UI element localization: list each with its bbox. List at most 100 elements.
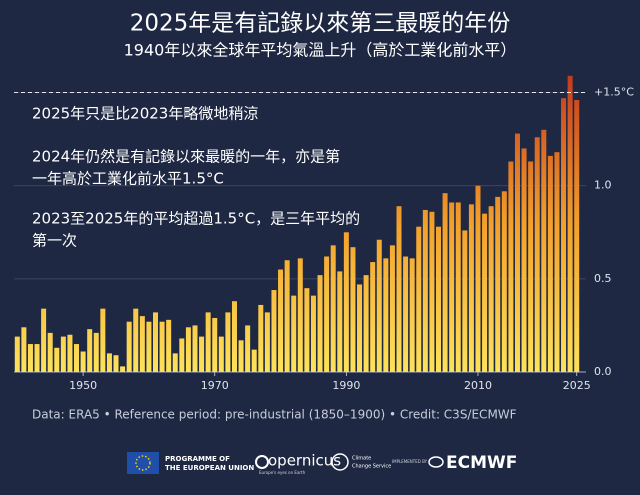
eu-stars	[135, 455, 151, 471]
bar	[376, 239, 382, 372]
y-tick-label: 0.0	[594, 365, 612, 378]
bar	[337, 271, 343, 372]
bar	[488, 206, 494, 372]
bar	[482, 213, 488, 372]
x-tick-label: 2025	[563, 379, 591, 392]
ecmwf-text: ECMWF	[446, 453, 517, 473]
bar	[126, 321, 132, 372]
bar	[231, 301, 237, 372]
annotation: 第一次	[32, 232, 77, 250]
bar	[389, 245, 395, 372]
bar	[225, 312, 231, 372]
bar	[258, 304, 264, 372]
bar	[60, 336, 66, 372]
implemented-text: IMPLEMENTED BY	[392, 459, 428, 464]
bar	[475, 185, 481, 372]
bar	[264, 312, 270, 372]
bar	[192, 325, 198, 372]
bar	[93, 332, 99, 372]
eu-flag	[127, 452, 159, 474]
bar	[330, 245, 336, 372]
bar	[179, 338, 185, 372]
bar	[541, 129, 547, 372]
source: Data: ERA5 • Reference period: pre-indus…	[32, 408, 517, 422]
bar	[554, 152, 560, 372]
bar	[324, 256, 330, 372]
bar	[27, 344, 33, 372]
copernicus-tagline: Europe's eyes on Earth	[259, 470, 306, 475]
c3s-logo	[331, 453, 349, 471]
bar	[561, 98, 567, 372]
annotation: 2024年仍然是有記錄以來最暖的一年，亦是第	[32, 148, 340, 166]
bar	[284, 260, 290, 372]
bar	[34, 344, 40, 372]
annotation: 2025年只是比2023年略微地稍涼	[32, 105, 258, 123]
bar	[317, 275, 323, 372]
bar	[357, 284, 363, 372]
bar	[297, 258, 303, 372]
bar	[251, 349, 257, 372]
bar	[14, 336, 20, 372]
bar	[74, 344, 80, 372]
bar	[508, 161, 514, 372]
bar	[146, 321, 152, 372]
bar	[449, 202, 455, 372]
bar	[54, 347, 60, 372]
bar	[133, 308, 139, 372]
bar	[212, 317, 218, 372]
bar	[120, 366, 126, 372]
bar	[547, 155, 553, 372]
bar	[291, 295, 297, 372]
bar	[363, 275, 369, 372]
bar	[409, 258, 415, 372]
copernicus-text: opernicus	[268, 452, 341, 470]
x-tick-label: 1970	[201, 379, 229, 392]
bar	[87, 329, 93, 372]
bar	[67, 334, 73, 372]
bar	[159, 321, 165, 372]
eu-text: THE EUROPEAN UNION	[165, 464, 254, 472]
bar	[495, 196, 501, 372]
bar	[166, 319, 172, 372]
bar	[185, 327, 191, 372]
bar	[514, 133, 520, 372]
bar	[435, 226, 442, 372]
bar	[501, 191, 507, 372]
bar	[271, 290, 277, 372]
bar	[567, 75, 573, 372]
bar	[139, 316, 145, 372]
bar	[113, 355, 119, 372]
bar	[304, 288, 310, 372]
bar	[468, 204, 474, 372]
bar	[396, 206, 402, 372]
bar	[100, 308, 106, 372]
x-tick-label: 2010	[464, 379, 492, 392]
bar	[21, 327, 27, 372]
bar	[310, 295, 316, 372]
annotation: 2023至2025年的平均超過1.5°C，是三年平均的	[32, 210, 360, 228]
bar	[245, 325, 251, 372]
bar	[416, 226, 422, 372]
bar	[422, 209, 428, 372]
bar	[574, 100, 580, 372]
bar	[403, 256, 409, 372]
bar	[343, 232, 349, 372]
c3s-text: Change Service	[352, 464, 391, 470]
bar	[370, 262, 376, 372]
bar	[218, 336, 224, 372]
footer: PROGRAMME OF THE EUROPEAN UNION opernicu…	[127, 452, 517, 475]
bar	[429, 211, 435, 372]
bar	[278, 269, 284, 372]
x-tick-label: 1990	[332, 379, 360, 392]
bar	[350, 247, 356, 372]
bar	[455, 202, 461, 372]
bar	[528, 161, 534, 372]
chart-title: 2025年是有記錄以來第三最暖的年份	[130, 11, 511, 37]
y-tick-label: 0.5	[594, 272, 612, 285]
eu-text: PROGRAMME OF	[165, 455, 230, 463]
y-tick-label: +1.5°C	[594, 86, 634, 99]
bar	[521, 148, 527, 372]
bar	[47, 332, 53, 372]
bar	[462, 230, 468, 372]
